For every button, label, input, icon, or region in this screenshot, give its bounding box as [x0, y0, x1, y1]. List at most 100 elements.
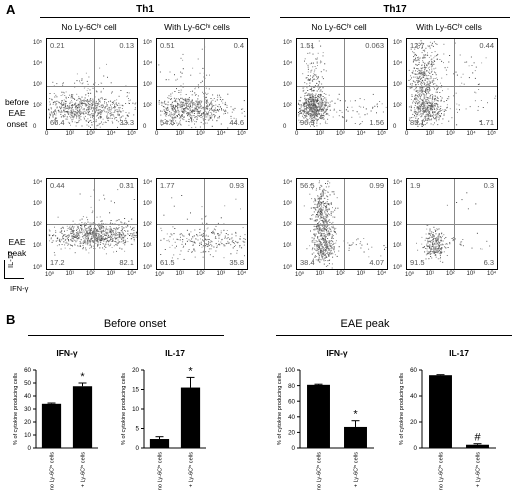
x-tick-label: 10³	[216, 271, 226, 277]
chart-y-label: % of cytokine producing cells	[277, 373, 283, 445]
y-tick-label: 10³	[283, 201, 292, 207]
x-tick-label: 10²	[446, 271, 455, 277]
gate-line-horizontal	[47, 85, 137, 87]
panel-a-letter: A	[6, 2, 16, 17]
y-tick-label: 40	[288, 414, 295, 421]
y-tick-label: 10²	[33, 222, 42, 228]
category-label: + Ly-6Cʰᶦ cells	[353, 452, 360, 488]
quadrant-upper-left-value: 12.7	[410, 41, 425, 50]
row-label-eae-peak: EAE peak	[7, 237, 27, 258]
category-label: + Ly-6Cʰᶦ cells	[475, 452, 482, 488]
section-divider-before	[28, 335, 224, 336]
quadrant-lower-right-value: 82.1	[119, 258, 134, 267]
y-tick-label: 10²	[393, 103, 402, 109]
y-tick-label: 50	[24, 380, 31, 387]
quadrant-lower-left-value: 96.9	[300, 118, 315, 127]
flow-scatter	[48, 63, 137, 129]
quadrant-upper-right-value: 0.44	[479, 41, 494, 50]
gate-line-vertical	[453, 39, 455, 129]
quadrant-upper-left-value: 1.9	[410, 181, 421, 190]
condition-label: No Ly-6Cʰᶦ cell	[61, 22, 117, 32]
bar	[180, 387, 201, 448]
y-tick-label: 15	[132, 387, 139, 394]
quadrant-lower-left-value: 85.1	[410, 118, 425, 127]
x-tick-label: 10²	[86, 271, 95, 277]
quadrant-lower-right-value: 44.6	[229, 118, 244, 127]
x-tick-label: 0	[295, 131, 299, 137]
flow-plot: 56.5 0.99 38.4 4.07	[296, 178, 388, 270]
x-tick-label: 10⁴	[237, 271, 247, 277]
gate-line-vertical	[343, 179, 345, 269]
y-tick-label: 10⁴	[393, 61, 403, 67]
x-tick-label: 10³	[106, 271, 116, 277]
quadrant-upper-right-value: 0.93	[229, 181, 244, 190]
y-tick-label: 60	[24, 367, 31, 374]
section-title-before-onset: Before onset	[103, 318, 167, 330]
x-tick-label: 10⁴	[106, 131, 116, 137]
category-label: no Ly-6Cʰᶦ cells	[49, 452, 56, 490]
flow-plot: 1.77 0.93 61.5 35.8	[156, 178, 248, 270]
quadrant-upper-right-value: 0.13	[119, 41, 134, 50]
y-tick-label: 10⁵	[393, 40, 403, 46]
flow-scatter	[298, 40, 387, 127]
x-tick-label: 10¹	[65, 271, 75, 277]
flow-plot: 0.21 0.13 66.4 33.3	[46, 38, 138, 130]
x-tick-label: 10⁴	[356, 131, 366, 137]
group-title-th17: Th17	[383, 4, 407, 15]
chart-title: IL-17	[449, 348, 469, 358]
y-tick-label: 10⁴	[33, 180, 43, 186]
bar	[344, 426, 367, 448]
y-tick-label: 30	[24, 406, 31, 413]
x-tick-label: 10⁵	[127, 131, 137, 137]
y-tick-label: 10⁵	[33, 40, 43, 46]
y-tick-label: 10²	[283, 222, 292, 228]
quadrant-lower-left-value: 66.4	[50, 118, 65, 127]
y-tick-label: 0	[283, 124, 287, 130]
y-tick-label: 10⁴	[283, 61, 293, 67]
gate-line-horizontal	[297, 224, 387, 225]
x-tick-label: 10⁰	[45, 272, 55, 278]
quadrant-upper-right-value: 0.4	[233, 41, 244, 50]
x-tick-label: 10⁰	[405, 272, 415, 278]
quadrant-lower-right-value: 1.56	[369, 118, 384, 127]
y-tick-label: 10¹	[33, 243, 42, 249]
significance-marker: *	[353, 409, 358, 421]
group-divider-th1	[40, 17, 250, 18]
quadrant-upper-left-value: 0.21	[50, 41, 65, 50]
gate-line-vertical	[93, 39, 95, 129]
y-tick-label: 10³	[283, 82, 292, 88]
x-axis-arrow	[4, 278, 24, 279]
bar	[41, 403, 62, 448]
y-tick-label: 10⁴	[393, 180, 403, 186]
y-tick-label: 0	[393, 124, 397, 130]
x-tick-label: 10³	[86, 131, 95, 137]
y-tick-label: 60	[288, 398, 295, 405]
flow-y-axis-label: IL-17	[6, 250, 15, 268]
flow-scatter	[416, 192, 491, 263]
quadrant-lower-right-value: 4.07	[369, 258, 384, 267]
quadrant-upper-right-value: 0.31	[119, 181, 134, 190]
quadrant-lower-left-value: 54.5	[160, 118, 175, 127]
flow-scatter	[160, 195, 246, 260]
x-tick-label: 10²	[65, 131, 75, 137]
y-tick-label: 10⁵	[143, 40, 153, 46]
significance-marker: *	[80, 371, 85, 383]
section-title-eae-peak: EAE peak	[340, 318, 390, 330]
flow-scatter	[303, 180, 387, 269]
condition-label: With Ly-6Cʰᶦ cells	[164, 22, 230, 32]
y-tick-label: 0	[136, 445, 140, 452]
y-tick-label: 20	[410, 419, 417, 426]
chart-y-label: % of cytokine producing cells	[13, 373, 19, 445]
y-tick-label: 10¹	[393, 243, 402, 249]
x-tick-label: 10⁵	[237, 131, 247, 137]
y-tick-label: 10²	[393, 222, 402, 228]
y-tick-label: 40	[410, 393, 417, 400]
group-title-th1: Th1	[136, 4, 154, 15]
quadrant-upper-right-value: 0.063	[365, 41, 384, 50]
significance-marker: #	[474, 432, 481, 444]
quadrant-lower-right-value: 1.71	[479, 118, 494, 127]
x-tick-label: 10⁵	[377, 131, 387, 137]
y-tick-label: 10⁴	[143, 180, 153, 186]
x-tick-label: 10¹	[175, 271, 185, 277]
